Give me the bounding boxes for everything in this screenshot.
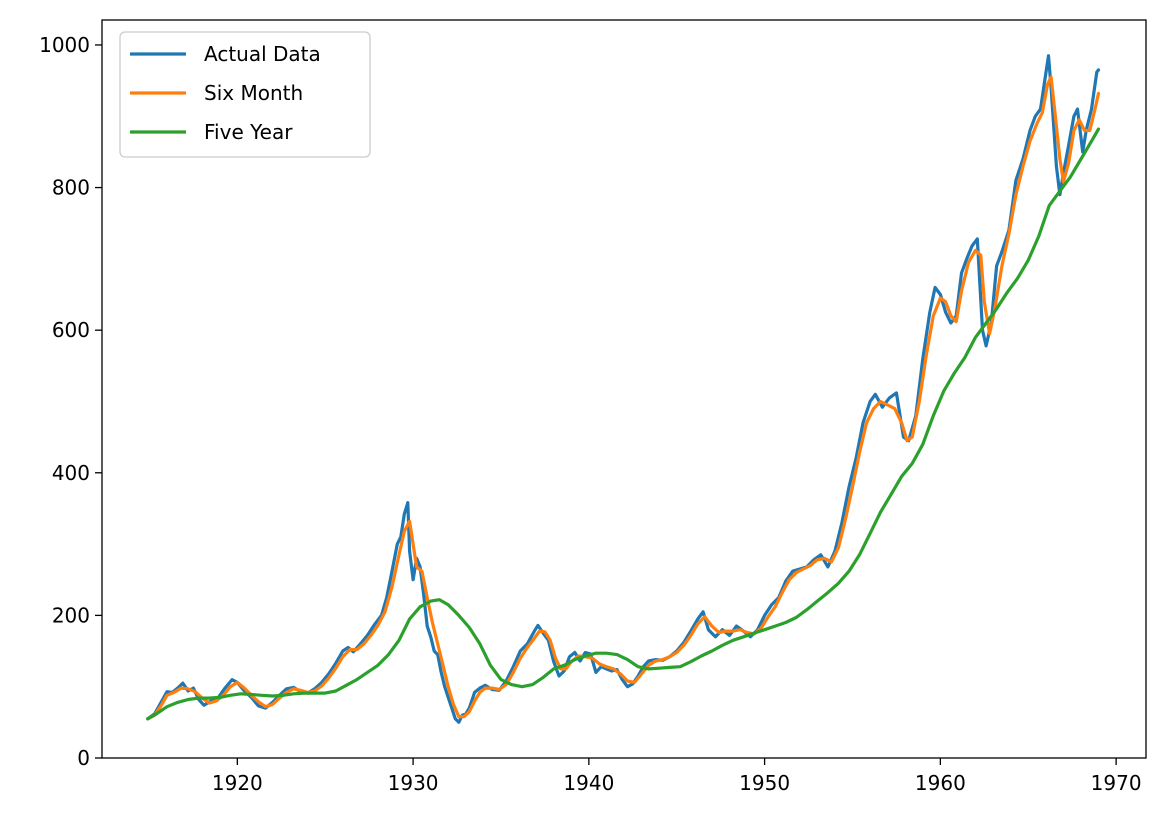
legend-label: Five Year [204, 120, 293, 144]
y-tick-label: 800 [52, 176, 90, 200]
legend-label: Six Month [204, 81, 303, 105]
x-axis: 1920 1930 1940 1950 1960 1970 [212, 758, 1142, 795]
y-tick-label: 0 [77, 746, 90, 770]
x-tick-label: 1950 [739, 771, 790, 795]
legend: Actual Data Six Month Five Year [119, 31, 371, 158]
x-tick-label: 1960 [915, 771, 966, 795]
series-line-actual-data [146, 54, 1101, 724]
legend-box [119, 31, 371, 158]
x-tick-label: 1920 [212, 771, 263, 795]
series-line-five-year [146, 127, 1101, 721]
x-tick-label: 1970 [1091, 771, 1142, 795]
y-tick-label: 400 [52, 461, 90, 485]
plot-lines [146, 54, 1101, 724]
y-axis: 0 200 400 600 800 1000 [39, 33, 102, 770]
plot-frame [101, 19, 1147, 759]
x-tick-label: 1940 [563, 771, 614, 795]
legend-label: Actual Data [204, 42, 321, 66]
series-line-six-month [146, 75, 1101, 721]
y-tick-label: 1000 [39, 33, 90, 57]
x-tick-label: 1930 [388, 771, 439, 795]
y-tick-label: 200 [52, 603, 90, 627]
y-tick-label: 600 [52, 318, 90, 342]
